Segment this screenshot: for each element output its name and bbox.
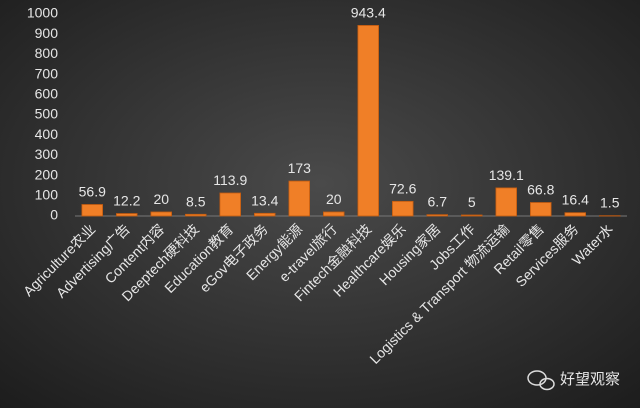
watermark-icon	[527, 370, 555, 391]
bar	[253, 212, 276, 217]
bar	[219, 192, 241, 217]
y-tick-label: 400	[35, 126, 59, 142]
y-tick-label: 300	[35, 146, 59, 162]
bar	[322, 211, 345, 217]
y-tick-label: 800	[35, 45, 59, 61]
value-label: 20	[326, 191, 342, 207]
value-label: 5	[468, 194, 476, 210]
value-label: 66.8	[527, 182, 554, 198]
value-label: 13.4	[251, 192, 278, 208]
value-label: 8.5	[186, 193, 206, 209]
bar	[81, 204, 104, 217]
bar	[495, 187, 517, 217]
y-tick-label: 0	[50, 207, 58, 223]
value-label: 16.4	[562, 192, 589, 208]
value-label: 139.1	[489, 167, 524, 183]
value-label: 56.9	[79, 184, 106, 200]
y-tick-label: 500	[35, 106, 59, 122]
bar	[184, 213, 207, 217]
bar	[426, 214, 448, 217]
bar	[116, 213, 138, 217]
value-label: 113.9	[213, 172, 247, 188]
bar	[288, 180, 310, 217]
bar	[460, 214, 483, 217]
y-tick-label: 600	[35, 86, 59, 102]
value-label: 20	[153, 191, 169, 207]
y-tick-label: 200	[35, 166, 59, 182]
bar	[150, 211, 172, 217]
value-label: 1.5	[600, 195, 620, 211]
y-tick-label: 700	[35, 65, 59, 81]
value-label: 6.7	[428, 194, 448, 210]
watermark: 好望观察	[560, 370, 620, 388]
y-tick-label: 900	[35, 25, 59, 41]
bar	[564, 212, 587, 217]
y-tick-label: 1000	[27, 5, 58, 21]
bar	[530, 202, 552, 217]
y-tick-label: 100	[35, 187, 59, 203]
value-label: 72.6	[389, 180, 416, 196]
value-label: 943.4	[351, 4, 386, 20]
bar	[391, 200, 414, 217]
bar	[357, 25, 379, 217]
value-label: 173	[288, 160, 312, 176]
value-label: 12.2	[113, 193, 140, 209]
